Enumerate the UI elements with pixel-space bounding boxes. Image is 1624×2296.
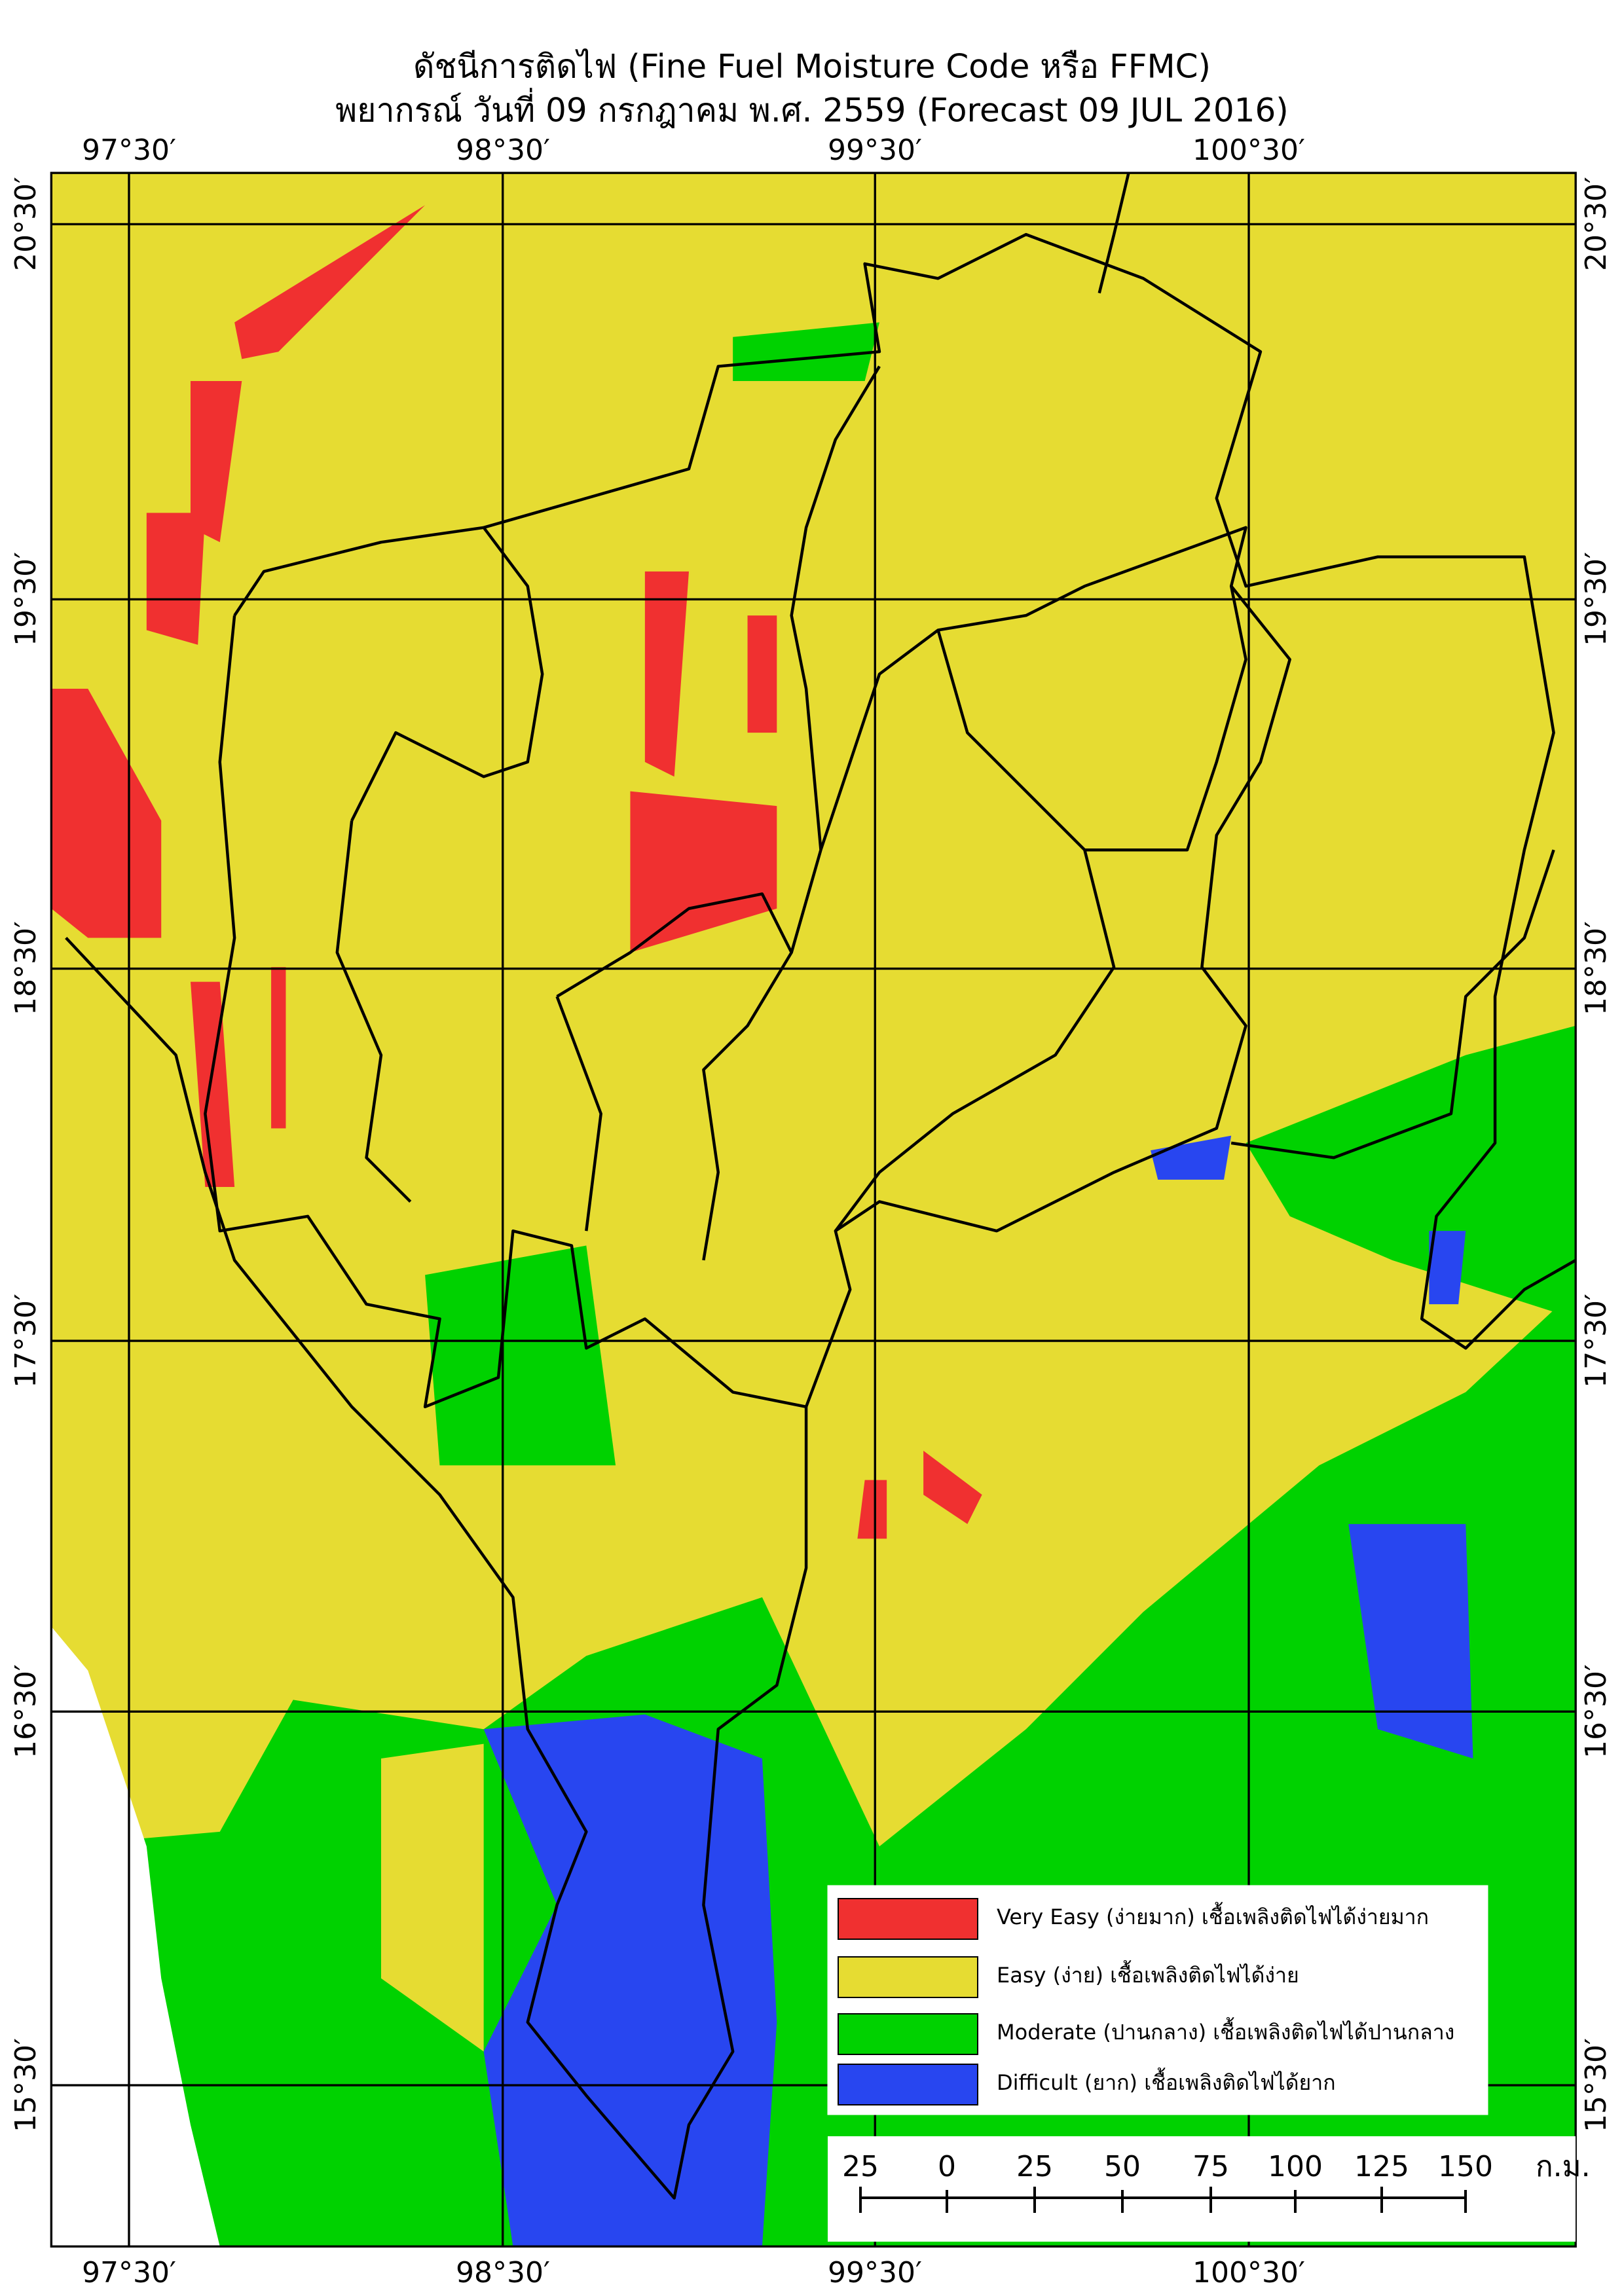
latitude-label: 18°30′ xyxy=(1579,921,1613,1015)
latitude-label: 19°30′ xyxy=(1579,552,1613,646)
boundary xyxy=(335,526,793,1261)
moderate-zone xyxy=(1246,1025,1576,1319)
scale-label: 50 xyxy=(1104,2150,1141,2183)
scale-label: 25 xyxy=(842,2150,879,2183)
legend-label: Difficult (ยาก) เชื้อเพลิงติดไฟได้ยาก xyxy=(997,2068,1336,2095)
very-easy-zone xyxy=(644,571,690,777)
longitude-label: 97°30′ xyxy=(82,134,176,167)
legend-items: Very Easy (ง่ายมาก) เชื้อเพลิงติดไฟได้ง่… xyxy=(838,1898,1454,2105)
longitude-label: 98°30′ xyxy=(456,2256,550,2289)
legend-swatch xyxy=(838,1898,978,1940)
longitude-label: 98°30′ xyxy=(456,134,550,167)
latitude-label: 17°30′ xyxy=(9,1294,43,1388)
legend-swatch xyxy=(838,1956,978,1998)
coordinate-labels: 97°30′ 98°30′ 99°30′ 100°30′ 97°30′ 98°30′ 99°… xyxy=(9,134,1613,2289)
very-easy-zone xyxy=(630,791,777,953)
scale-label: 125 xyxy=(1354,2150,1409,2183)
scale-label: 100 xyxy=(1268,2150,1323,2183)
scale-label: 25 xyxy=(1016,2150,1053,2183)
boundary xyxy=(1230,849,1555,1159)
title: ดัชนีการติดไฟ (Fine Fuel Moisture Code ห… xyxy=(413,48,1211,86)
latitude-label: 20°30′ xyxy=(1579,177,1613,271)
river xyxy=(1098,173,1130,294)
latitude-label: 15°30′ xyxy=(9,2038,43,2132)
latitude-label: 17°30′ xyxy=(1579,1294,1613,1388)
scale-label: 150 xyxy=(1438,2150,1493,2183)
scale-label: 75 xyxy=(1192,2150,1229,2183)
legend-label: Moderate (ปานกลาง) เชื้อเพลิงติดไฟได้ปาน… xyxy=(997,2017,1454,2045)
very-easy-zone xyxy=(747,615,777,733)
latitude-label: 16°30′ xyxy=(9,1664,43,1758)
longitude-label: 97°30′ xyxy=(82,2256,176,2289)
moderate-zone xyxy=(733,322,879,381)
sea xyxy=(51,1626,220,2247)
difficult-zone xyxy=(1429,1231,1466,1305)
longitude-label: 99°30′ xyxy=(828,2256,922,2289)
easy-zone xyxy=(380,1743,484,2052)
latitude-label: 15°30′ xyxy=(1579,2038,1613,2132)
difficult-zone xyxy=(483,1714,777,2247)
legend-swatch xyxy=(838,2013,978,2055)
scale-bar: 25 0 25 50 75 100 125 150 ก.ม. xyxy=(828,2136,1591,2242)
difficult-zone xyxy=(1348,1523,1473,1758)
scale-unit: ก.ม. xyxy=(1536,2150,1591,2183)
very-easy-zone xyxy=(271,967,286,1129)
very-easy-zone xyxy=(234,205,426,359)
map-frame xyxy=(50,172,1577,2248)
subtitle: พยากรณ์ วันที่ 09 กรกฎาคม พ.ศ. 2559 (For… xyxy=(335,88,1289,130)
scale-items: 25 0 25 50 75 100 125 150 xyxy=(842,2150,1493,2213)
longitude-label: 100°30′ xyxy=(1192,2256,1305,2289)
boundary xyxy=(65,936,808,2200)
scale-label: 0 xyxy=(938,2150,956,2183)
legend-label: Very Easy (ง่ายมาก) เชื้อเพลิงติดไฟได้ง่… xyxy=(997,1902,1429,1929)
latitude-label: 19°30′ xyxy=(9,552,43,646)
very-easy-zone xyxy=(51,689,162,938)
latitude-label: 18°30′ xyxy=(9,921,43,1015)
boundary xyxy=(790,365,1247,1232)
very-easy-zone xyxy=(923,1450,982,1524)
map xyxy=(50,172,1577,2248)
boundary xyxy=(233,232,1576,1350)
very-easy-zone xyxy=(190,380,242,543)
longitude-label: 100°30′ xyxy=(1192,134,1305,167)
boundary xyxy=(204,585,1291,1409)
latitude-label: 16°30′ xyxy=(1579,1664,1613,1758)
legend-swatch xyxy=(838,2064,978,2105)
latitude-label: 20°30′ xyxy=(9,177,43,271)
longitude-label: 99°30′ xyxy=(828,134,922,167)
legend-label: Easy (ง่าย) เชื้อเพลิงติดไฟได้ง่าย xyxy=(997,1960,1299,1988)
very-easy-zone xyxy=(857,1480,887,1539)
scale-box xyxy=(828,2136,1576,2242)
very-easy-zone xyxy=(146,513,206,645)
moderate-zone xyxy=(425,1245,616,1466)
legend: Very Easy (ง่ายมาก) เชื้อเพลิงติดไฟได้ง่… xyxy=(827,1885,1488,2115)
